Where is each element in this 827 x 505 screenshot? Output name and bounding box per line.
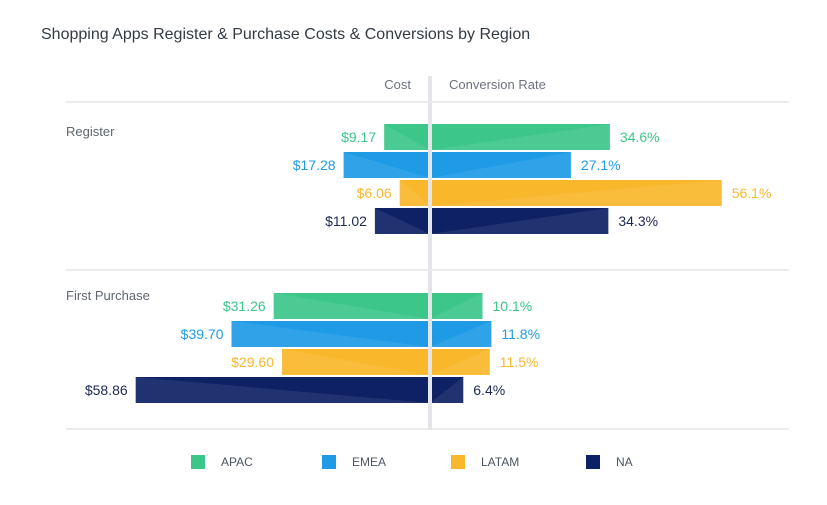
rate-label-register-emea: 27.1% <box>581 157 621 173</box>
rate-bar-sheen <box>430 349 490 375</box>
rate-bar-sheen <box>430 377 464 403</box>
cost-bar-sheen <box>384 124 430 150</box>
cost-label-register-na: $11.02 <box>325 213 367 229</box>
chart-title: Shopping Apps Register & Purchase Costs … <box>41 26 530 43</box>
rate-bar-register-na <box>430 208 609 234</box>
legend-label-na: NA <box>616 455 633 469</box>
rate-bar-first-purchase-emea <box>430 321 492 347</box>
cost-bar-sheen <box>135 377 430 403</box>
rate-bar-register-apac <box>430 124 610 150</box>
legend-label-apac: APAC <box>221 455 253 469</box>
cost-bar-first-purchase-apac <box>273 293 430 319</box>
group-label-register: Register <box>66 124 115 139</box>
cost-bar-first-purchase-latam <box>282 349 430 375</box>
rate-bar-first-purchase-na <box>430 377 464 403</box>
rate-bar-sheen <box>430 293 483 319</box>
rate-bar-sheen <box>430 180 722 206</box>
rate-label-first-purchase-latam: 11.5% <box>500 354 539 370</box>
center-divider <box>428 76 432 430</box>
legend-swatch-apac <box>191 455 205 469</box>
rate-label-register-na: 34.3% <box>618 213 658 229</box>
legend-swatch-emea <box>322 455 336 469</box>
rate-label-first-purchase-na: 6.4% <box>473 382 505 398</box>
rate-label-register-latam: 56.1% <box>732 185 772 201</box>
cost-label-first-purchase-latam: $29.60 <box>231 354 274 370</box>
rate-label-first-purchase-emea: 11.8% <box>501 326 540 342</box>
cost-bar-sheen <box>343 152 430 178</box>
rate-bar-register-emea <box>430 152 571 178</box>
legend-label-latam: LATAM <box>481 455 519 469</box>
cost-label-first-purchase-apac: $31.26 <box>223 298 266 314</box>
rate-bar-sheen <box>430 152 571 178</box>
cost-bar-sheen <box>273 293 430 319</box>
rate-label-register-apac: 34.6% <box>620 129 660 145</box>
rate-bar-sheen <box>430 124 610 150</box>
cost-bar-register-apac <box>384 124 430 150</box>
conversion-rate-header: Conversion Rate <box>449 77 546 92</box>
cost-bar-first-purchase-na <box>135 377 430 403</box>
cost-label-first-purchase-na: $58.86 <box>85 382 128 398</box>
rate-bar-sheen <box>430 321 492 347</box>
cost-bar-register-emea <box>343 152 430 178</box>
rate-label-first-purchase-apac: 10.1% <box>493 298 533 314</box>
cost-label-register-apac: $9.17 <box>341 129 376 145</box>
cost-bar-sheen <box>399 180 430 206</box>
cost-label-first-purchase-emea: $39.70 <box>181 326 224 342</box>
cost-bar-sheen <box>231 321 430 347</box>
cost-bar-register-na <box>374 208 430 234</box>
cost-bar-register-latam <box>399 180 430 206</box>
legend: APAC EMEA LATAM NA <box>191 455 633 469</box>
cost-bar-sheen <box>374 208 430 234</box>
rate-bar-first-purchase-apac <box>430 293 483 319</box>
chart-marks: Register $9.17 34.6% $17.28 27.1% $6.06 56.1% $… <box>66 76 789 430</box>
cost-header: Cost <box>384 77 411 92</box>
cost-label-register-emea: $17.28 <box>293 157 336 173</box>
rate-bar-first-purchase-latam <box>430 349 490 375</box>
cost-bar-first-purchase-emea <box>231 321 430 347</box>
group-label-first-purchase: First Purchase <box>66 288 150 303</box>
legend-label-emea: EMEA <box>352 455 386 469</box>
rate-bar-sheen <box>430 208 609 234</box>
legend-swatch-na <box>586 455 600 469</box>
cost-label-register-latam: $6.06 <box>357 185 392 201</box>
cost-bar-sheen <box>282 349 430 375</box>
legend-swatch-latam <box>451 455 465 469</box>
rate-bar-register-latam <box>430 180 722 206</box>
